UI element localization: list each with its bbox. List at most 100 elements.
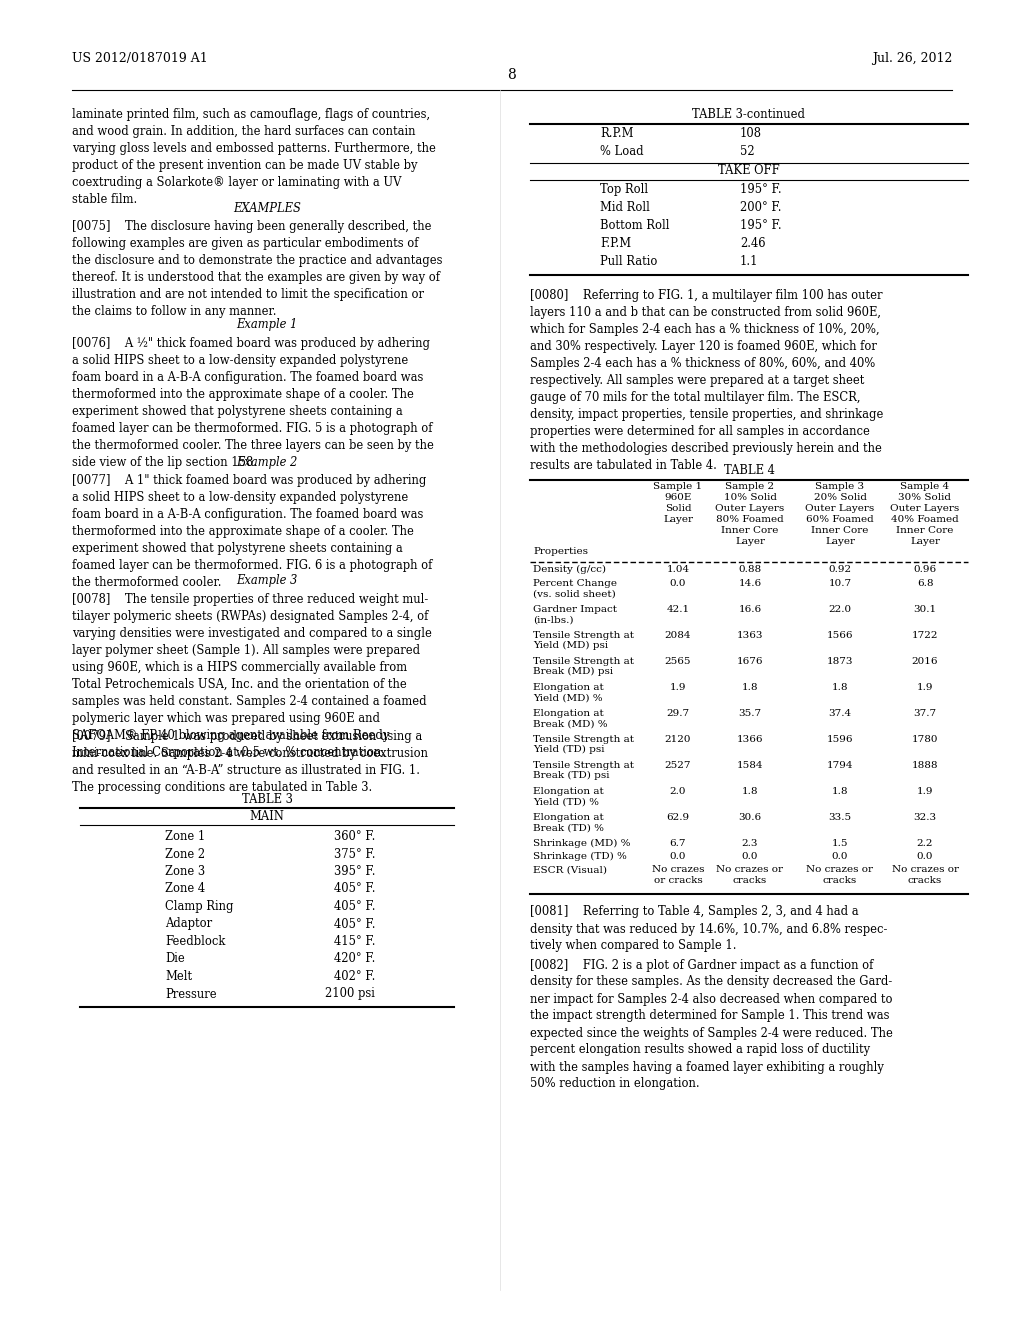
Text: [0075]    The disclosure having been generally described, the
following examples: [0075] The disclosure having been genera… [72, 220, 442, 318]
Text: 0.92: 0.92 [828, 565, 852, 574]
Text: Sample 3
20% Solid
Outer Layers
60% Foamed
Inner Core
Layer: Sample 3 20% Solid Outer Layers 60% Foam… [805, 482, 874, 546]
Text: 1.8: 1.8 [831, 787, 848, 796]
Text: 30.1: 30.1 [913, 605, 937, 614]
Text: 1873: 1873 [826, 656, 853, 665]
Text: 1363: 1363 [736, 631, 763, 639]
Text: No crazes or
cracks: No crazes or cracks [807, 866, 873, 886]
Text: 1.1: 1.1 [740, 255, 759, 268]
Text: [0079]    Sample 1 was produced by sheet extrusion using a
mini-coex line. Sampl: [0079] Sample 1 was produced by sheet ex… [72, 730, 428, 795]
Text: 1888: 1888 [911, 760, 938, 770]
Text: Elongation at
Yield (MD) %: Elongation at Yield (MD) % [534, 682, 604, 702]
Text: 16.6: 16.6 [738, 605, 762, 614]
Text: F.P.M: F.P.M [600, 238, 631, 249]
Text: Pull Ratio: Pull Ratio [600, 255, 657, 268]
Text: Zone 1: Zone 1 [165, 830, 205, 843]
Text: 52: 52 [740, 145, 755, 158]
Text: No crazes
or cracks: No crazes or cracks [651, 866, 705, 886]
Text: 14.6: 14.6 [738, 578, 762, 587]
Text: 420° F.: 420° F. [334, 953, 375, 965]
Text: [0076]    A ½" thick foamed board was produced by adhering
a solid HIPS sheet to: [0076] A ½" thick foamed board was produ… [72, 337, 434, 469]
Text: Clamp Ring: Clamp Ring [165, 900, 233, 913]
Text: 2565: 2565 [665, 656, 691, 665]
Text: Bottom Roll: Bottom Roll [600, 219, 670, 232]
Text: 2100 psi: 2100 psi [326, 987, 375, 1001]
Text: laminate printed film, such as camouflage, flags of countries,
and wood grain. I: laminate printed film, such as camouflag… [72, 108, 436, 206]
Text: [0077]    A 1" thick foamed board was produced by adhering
a solid HIPS sheet to: [0077] A 1" thick foamed board was produ… [72, 474, 432, 589]
Text: 62.9: 62.9 [667, 813, 689, 821]
Text: 1.8: 1.8 [741, 682, 758, 692]
Text: 37.7: 37.7 [913, 709, 937, 718]
Text: 1.9: 1.9 [670, 682, 686, 692]
Text: 6.7: 6.7 [670, 838, 686, 847]
Text: Tensile Strength at
Yield (TD) psi: Tensile Strength at Yield (TD) psi [534, 734, 634, 755]
Text: No crazes or
cracks: No crazes or cracks [892, 866, 958, 886]
Text: MAIN: MAIN [250, 810, 285, 822]
Text: 108: 108 [740, 127, 762, 140]
Text: Top Roll: Top Roll [600, 183, 648, 195]
Text: 42.1: 42.1 [667, 605, 689, 614]
Text: 1366: 1366 [736, 734, 763, 743]
Text: 0.0: 0.0 [831, 851, 848, 861]
Text: 2527: 2527 [665, 760, 691, 770]
Text: 1.04: 1.04 [667, 565, 689, 574]
Text: 2.0: 2.0 [670, 787, 686, 796]
Text: 402° F.: 402° F. [334, 970, 375, 983]
Text: Density (g/cc): Density (g/cc) [534, 565, 606, 574]
Text: No crazes or
cracks: No crazes or cracks [717, 866, 783, 886]
Text: 2.2: 2.2 [916, 838, 933, 847]
Text: 1676: 1676 [736, 656, 763, 665]
Text: 10.7: 10.7 [828, 578, 852, 587]
Text: 2084: 2084 [665, 631, 691, 639]
Text: 1596: 1596 [826, 734, 853, 743]
Text: Shrinkage (TD) %: Shrinkage (TD) % [534, 851, 627, 861]
Text: 415° F.: 415° F. [334, 935, 375, 948]
Text: Adaptor: Adaptor [165, 917, 212, 931]
Text: TAKE OFF: TAKE OFF [718, 164, 780, 177]
Text: 0.0: 0.0 [670, 851, 686, 861]
Text: Elongation at
Yield (TD) %: Elongation at Yield (TD) % [534, 787, 604, 807]
Text: Example 2: Example 2 [237, 455, 298, 469]
Text: [0078]    The tensile properties of three reduced weight mul-
tilayer polymeric : [0078] The tensile properties of three r… [72, 593, 432, 759]
Text: 0.88: 0.88 [738, 565, 762, 574]
Text: US 2012/0187019 A1: US 2012/0187019 A1 [72, 51, 208, 65]
Text: 1.8: 1.8 [741, 787, 758, 796]
Text: TABLE 3: TABLE 3 [242, 793, 293, 807]
Text: 395° F.: 395° F. [334, 865, 375, 878]
Text: % Load: % Load [600, 145, 644, 158]
Text: Sample 4
30% Solid
Outer Layers
40% Foamed
Inner Core
Layer: Sample 4 30% Solid Outer Layers 40% Foam… [891, 482, 959, 546]
Text: Sample 1
960E
Solid
Layer: Sample 1 960E Solid Layer [653, 482, 702, 524]
Text: 2.3: 2.3 [741, 838, 758, 847]
Text: 0.0: 0.0 [916, 851, 933, 861]
Text: Gardner Impact
(in-lbs.): Gardner Impact (in-lbs.) [534, 605, 617, 624]
Text: 29.7: 29.7 [667, 709, 689, 718]
Text: 1722: 1722 [911, 631, 938, 639]
Text: Melt: Melt [165, 970, 193, 983]
Text: Jul. 26, 2012: Jul. 26, 2012 [871, 51, 952, 65]
Text: 22.0: 22.0 [828, 605, 852, 614]
Text: 32.3: 32.3 [913, 813, 937, 821]
Text: Tensile Strength at
Break (MD) psi: Tensile Strength at Break (MD) psi [534, 656, 634, 676]
Text: 2016: 2016 [911, 656, 938, 665]
Text: Zone 2: Zone 2 [165, 847, 205, 861]
Text: 0.96: 0.96 [913, 565, 937, 574]
Text: 360° F.: 360° F. [334, 830, 375, 843]
Text: Shrinkage (MD) %: Shrinkage (MD) % [534, 838, 631, 847]
Text: 0.0: 0.0 [670, 578, 686, 587]
Text: TABLE 4: TABLE 4 [724, 465, 774, 477]
Text: 195° F.: 195° F. [740, 219, 781, 232]
Text: 375° F.: 375° F. [334, 847, 375, 861]
Text: Die: Die [165, 953, 184, 965]
Text: TABLE 3-continued: TABLE 3-continued [692, 108, 806, 121]
Text: Example 1: Example 1 [237, 318, 298, 331]
Text: 37.4: 37.4 [828, 709, 852, 718]
Text: 33.5: 33.5 [828, 813, 852, 821]
Text: Sample 2
10% Solid
Outer Layers
80% Foamed
Inner Core
Layer: Sample 2 10% Solid Outer Layers 80% Foam… [716, 482, 784, 546]
Text: Pressure: Pressure [165, 987, 217, 1001]
Text: 2120: 2120 [665, 734, 691, 743]
Text: Tensile Strength at
Break (TD) psi: Tensile Strength at Break (TD) psi [534, 760, 634, 780]
Text: 35.7: 35.7 [738, 709, 762, 718]
Text: R.P.M: R.P.M [600, 127, 634, 140]
Text: 1.9: 1.9 [916, 682, 933, 692]
Text: Tensile Strength at
Yield (MD) psi: Tensile Strength at Yield (MD) psi [534, 631, 634, 651]
Text: ESCR (Visual): ESCR (Visual) [534, 866, 607, 874]
